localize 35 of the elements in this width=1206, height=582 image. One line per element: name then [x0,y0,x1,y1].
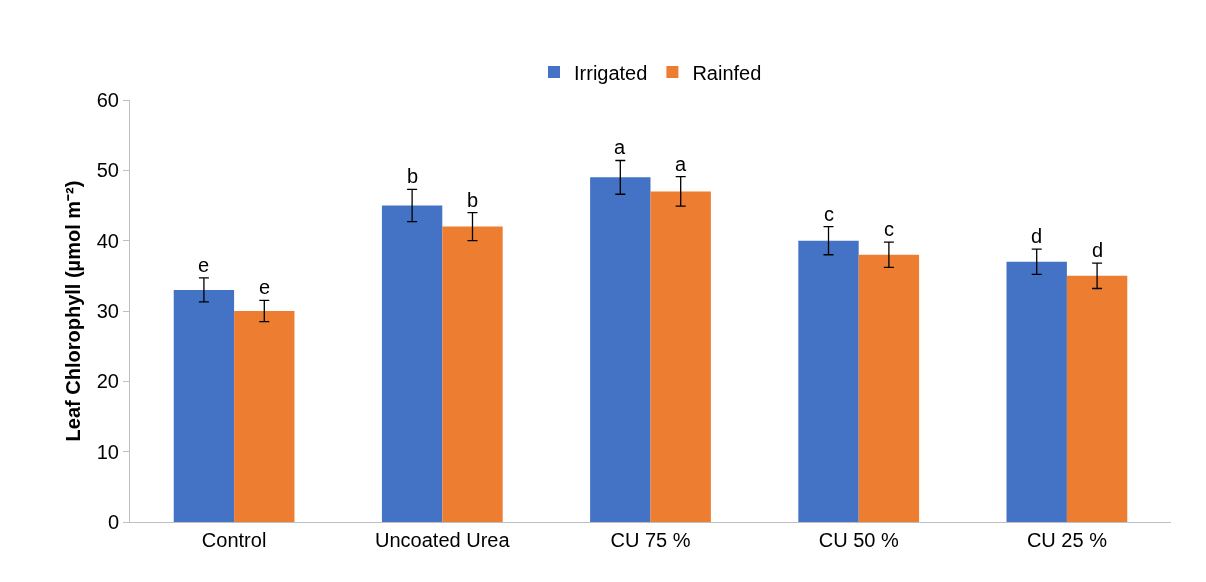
x-tick-label: CU 25 % [1026,529,1108,551]
bar [590,177,651,522]
data-label: d [1092,239,1104,261]
data-label: b [407,165,419,187]
x-tick-label: Uncoated Urea [375,529,511,551]
bar [173,289,235,522]
data-label: c [884,218,894,240]
x-tick-label: Control [201,529,267,551]
y-tick-label: 50 [96,159,119,182]
data-label: a [675,153,687,175]
y-tick-label: 0 [107,511,119,533]
legend-label: Rainfed [692,61,762,84]
bar [1006,261,1067,522]
y-tick-label: 60 [96,89,119,111]
y-axis-title: Leaf Chlorophyll (µmol m⁻²) [62,180,84,442]
data-label: b [467,189,479,211]
y-tick-label: 20 [96,370,119,393]
data-label: c [824,203,834,225]
x-tick-label: CU 75 % [610,529,691,551]
data-label: a [614,136,626,158]
bar [798,240,859,522]
y-tick-label: 10 [96,440,119,463]
legend-label: Irrigated [574,61,648,84]
bar [1066,275,1128,522]
x-tick-label: CU 50 % [818,529,899,551]
bar [442,226,503,522]
data-label: d [1031,225,1043,247]
bar [234,311,295,522]
bar [858,254,920,522]
data-label: e [259,276,271,298]
data-label: e [198,254,210,276]
bar [381,205,443,522]
y-tick-label: 30 [96,300,119,322]
y-tick-label: 40 [96,229,119,252]
bar [650,191,711,522]
